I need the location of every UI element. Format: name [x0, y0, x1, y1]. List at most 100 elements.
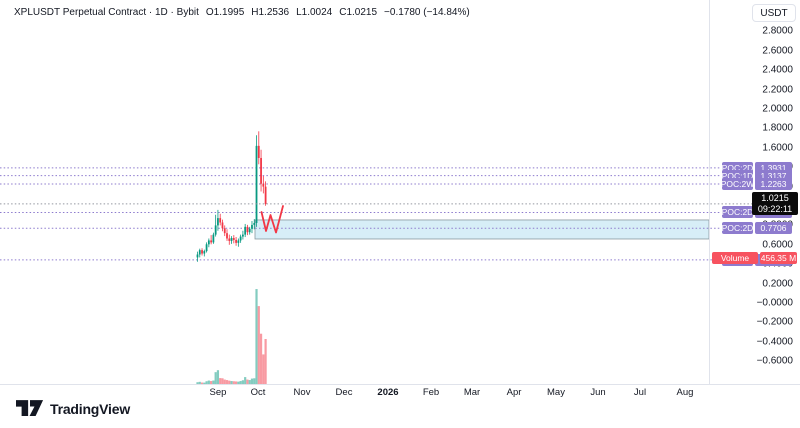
volume-bar [216, 370, 220, 384]
candle-body [251, 224, 253, 229]
price-tick: 0.6000 [762, 239, 793, 251]
candle-body [201, 250, 203, 254]
volume-bar [210, 381, 213, 384]
tradingview-attribution[interactable]: TradingView [16, 400, 130, 417]
time-label: Nov [293, 387, 311, 398]
volume-bar [246, 379, 249, 384]
volume-bar [225, 380, 229, 384]
tradingview-logo-icon [16, 400, 44, 416]
candle-body [237, 240, 240, 243]
price-tick: −0.0000 [756, 297, 793, 309]
currency-unit-button[interactable]: USDT [752, 4, 796, 22]
price-axis-border [709, 0, 710, 384]
candle-body [207, 240, 210, 245]
poc-label-value: 1.2263 [755, 178, 792, 191]
symbol-title[interactable]: XPLUSDT Perpetual Contract · 1D · Bybit [14, 7, 199, 18]
volume-bar [262, 354, 265, 384]
time-label: Apr [506, 387, 522, 398]
time-label: Oct [250, 387, 266, 398]
candle-body [219, 218, 222, 223]
volume-label-value: 456.35 M [760, 252, 797, 265]
candle-body [228, 238, 231, 241]
candle-body [223, 228, 226, 234]
price-tick: 2.0000 [762, 103, 793, 115]
candle-body [221, 222, 224, 229]
ohlc-o: O1.1995 [205, 7, 245, 18]
price-tick: 0.2000 [762, 278, 793, 290]
candle-body [239, 236, 242, 241]
volume-bar [259, 333, 263, 384]
candle-body [255, 145, 258, 223]
time-label: Dec [335, 387, 353, 398]
volume-bar [234, 381, 238, 384]
candle-body [232, 238, 235, 240]
w-pattern-drawing[interactable] [260, 205, 284, 234]
volume-bar [255, 289, 258, 384]
volume-bar [198, 381, 201, 384]
ohlc-h: H1.2536 [251, 7, 290, 18]
candle-body [260, 157, 262, 184]
candle-body [246, 226, 249, 233]
volume-bar [196, 382, 199, 384]
price-chart-canvas[interactable] [0, 0, 800, 384]
candle-body [235, 239, 237, 243]
volume-label-name: Volume [712, 252, 758, 265]
volume-bar [244, 377, 247, 384]
price-tick: 2.8000 [762, 25, 793, 37]
candle-body [198, 250, 201, 255]
volume-bar [221, 378, 224, 384]
candle-body [244, 226, 247, 235]
candle-body [264, 186, 267, 204]
last-price-value: 1.0215 [761, 193, 789, 204]
poc-label-name: POC:2D [721, 206, 754, 219]
time-axis[interactable]: Sep Oct Nov Dec 2026 Feb Mar Apr May Jun Jul Aug [0, 385, 800, 398]
volume-bar [250, 378, 254, 384]
supply-zone-drawing[interactable] [254, 219, 710, 240]
volume-bar [232, 381, 235, 384]
volume-bar [264, 339, 267, 384]
volume-bar [212, 380, 215, 384]
candle-body [257, 145, 260, 158]
volume-bar [203, 382, 206, 384]
volume-bar [241, 380, 244, 384]
poc-label-name: POC:2W [720, 178, 755, 191]
time-axis-border [0, 384, 800, 385]
price-tick: −0.4000 [756, 336, 793, 348]
ohlc-l: L1.0024 [296, 7, 333, 18]
candle-body [217, 218, 219, 226]
time-label: Feb [422, 387, 440, 398]
price-tick: 2.2000 [762, 84, 793, 96]
volume-bar [219, 378, 222, 384]
candle-body [210, 240, 213, 243]
volume-bar [214, 372, 217, 384]
volume-bar [230, 381, 233, 384]
time-label: Jun [590, 387, 606, 398]
candle-body [203, 251, 206, 254]
time-label: Jul [633, 387, 647, 398]
price-tick: 2.6000 [762, 45, 793, 57]
tradingview-brand-text: TradingView [50, 400, 131, 417]
volume-bar [237, 381, 240, 384]
candle-body [262, 183, 265, 187]
volume-bar [257, 306, 260, 384]
candle-body [253, 222, 256, 225]
ohlc-values: O1.1995 H1.2536 L1.0024 C1.0215 [206, 7, 377, 18]
candle-body [196, 254, 199, 258]
volume-bar [248, 380, 251, 384]
volume-bar [253, 378, 256, 384]
ohlc-c: C1.0215 [339, 7, 378, 18]
candle-body [212, 234, 215, 243]
candle-body [205, 244, 208, 252]
volume-bar [205, 381, 208, 384]
bar-countdown: 09:22:11 [757, 203, 793, 214]
poc-label-name: POC:2D [721, 222, 754, 235]
candle-body [226, 233, 228, 239]
last-price-countdown-label: 1.0215 09:22:11 [752, 192, 798, 216]
time-label: Mar [463, 387, 481, 398]
price-tick: 2.4000 [762, 64, 793, 76]
price-tick: −0.6000 [756, 355, 793, 367]
chart-legend: XPLUSDT Perpetual Contract · 1D · Bybit … [14, 7, 470, 18]
volume-bar [228, 380, 231, 384]
poc-label-value: 0.7706 [755, 222, 792, 235]
